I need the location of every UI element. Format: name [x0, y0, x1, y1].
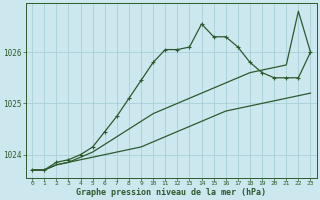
X-axis label: Graphe pression niveau de la mer (hPa): Graphe pression niveau de la mer (hPa)	[76, 188, 266, 197]
